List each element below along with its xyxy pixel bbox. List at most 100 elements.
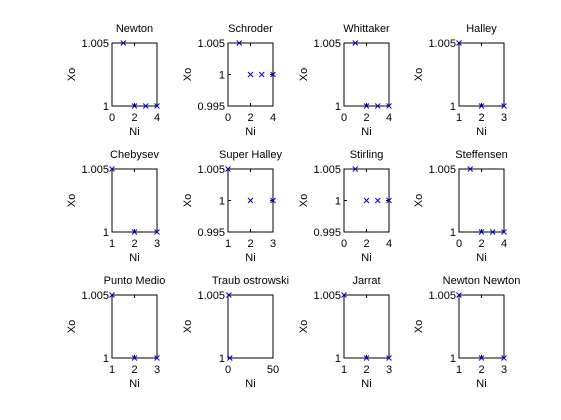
- x-axis-label: Ni: [245, 378, 255, 390]
- y-tick-label: 0.995: [197, 227, 225, 239]
- y-tick-label: 1.005: [81, 164, 109, 176]
- x-tick-label: 4: [270, 112, 276, 124]
- x-tick-label: 1: [341, 364, 347, 376]
- data-point: [247, 71, 254, 78]
- marker-stroke: [352, 166, 359, 172]
- subplot-2: Schroder 0 2 4 0.995 1 1.005 Ni Xo: [182, 23, 276, 138]
- x-tick-label: 4: [386, 238, 392, 250]
- y-axis-label: Xo: [298, 68, 310, 81]
- x-tick-label: 4: [501, 238, 507, 250]
- subplot-7: Stirling 0 2 4 0.995 1 1.005 Ni Xo: [298, 149, 392, 264]
- x-tick-label: 2: [131, 238, 137, 250]
- plot-area: [111, 42, 158, 107]
- plot-area: [343, 42, 390, 107]
- y-tick-label: 0.995: [197, 101, 225, 113]
- x-axis-label: Ni: [245, 252, 255, 264]
- data-point: [501, 229, 507, 235]
- y-tick-label: 1.005: [197, 164, 225, 176]
- data-point: [352, 166, 359, 172]
- x-tick-label: 2: [478, 364, 484, 376]
- y-tick-label: 1: [219, 353, 225, 365]
- y-axis-label: Xo: [182, 194, 194, 207]
- data-point: [120, 40, 127, 46]
- marker-stroke: [478, 229, 485, 235]
- subplot-title: Chebysev: [110, 149, 159, 161]
- y-tick-label: 1.005: [197, 38, 225, 50]
- y-axis-label: Xo: [298, 320, 310, 333]
- marker-stroke: [131, 355, 138, 361]
- data-point: [270, 197, 276, 204]
- x-tick-label: 4: [154, 112, 160, 124]
- y-tick-label: 1: [219, 70, 225, 82]
- data-point: [131, 355, 138, 361]
- marker-stroke: [352, 40, 359, 46]
- x-tick-label: 1: [109, 364, 115, 376]
- plot-area: [111, 294, 158, 359]
- data-point: [363, 197, 370, 204]
- marker-stroke: [131, 229, 138, 235]
- x-tick-label: 4: [386, 112, 392, 124]
- marker-stroke: [363, 355, 370, 361]
- marker-stroke: [456, 40, 462, 46]
- marker-stroke: [154, 355, 160, 361]
- x-axis-label: Ni: [361, 252, 371, 264]
- x-axis-label: Ni: [476, 252, 486, 264]
- x-tick-label: 3: [154, 364, 160, 376]
- x-tick-label: 2: [363, 364, 369, 376]
- data-point: [374, 103, 381, 109]
- x-tick-label: 2: [478, 238, 484, 250]
- y-axis-label: Xo: [413, 194, 425, 207]
- data-point: [226, 292, 232, 298]
- y-axis-label: Xo: [413, 68, 425, 81]
- x-tick-label: 0: [456, 238, 462, 250]
- x-tick-label: 2: [247, 238, 253, 250]
- marker-stroke: [154, 103, 160, 109]
- x-tick-label: 3: [501, 364, 507, 376]
- subplot-title: Traub ostrowski: [212, 275, 289, 287]
- subplot-1: Newton 0 2 4 1 1.005 Ni Xo: [66, 23, 160, 138]
- y-tick-label: 0.995: [313, 227, 341, 239]
- data-point: [363, 103, 370, 109]
- y-tick-label: 1.005: [313, 38, 341, 50]
- y-tick-label: 1.005: [81, 38, 109, 50]
- subplot-title: Whittaker: [343, 23, 390, 35]
- x-axis-label: Ni: [245, 126, 255, 138]
- data-point: [363, 355, 370, 361]
- y-tick-label: 1.005: [428, 164, 456, 176]
- subplot-8: Steffensen 0 2 4 1 1.005 Ni Xo: [413, 149, 508, 264]
- data-point: [386, 355, 392, 361]
- marker-stroke: [226, 292, 232, 298]
- subplot-10: Traub ostrowski 0 50 1 1.005 Ni Xo: [182, 275, 289, 390]
- marker-stroke: [120, 40, 127, 46]
- marker-stroke: [501, 229, 507, 235]
- data-point: [131, 229, 138, 235]
- subplot-title: Punto Medio: [104, 275, 166, 287]
- y-tick-label: 1.005: [81, 290, 109, 302]
- marker-stroke: [363, 103, 370, 109]
- subplot-title: Super Halley: [219, 149, 282, 161]
- marker-stroke: [478, 355, 485, 361]
- marker-stroke: [226, 355, 233, 361]
- x-tick-label: 1: [225, 238, 231, 250]
- plot-area: [458, 168, 505, 233]
- y-tick-label: 1: [450, 227, 456, 239]
- data-point: [456, 40, 462, 46]
- x-tick-label: 0: [341, 112, 347, 124]
- data-point: [489, 229, 496, 235]
- y-axis-label: Xo: [298, 194, 310, 207]
- marker-stroke: [142, 103, 149, 109]
- marker-stroke: [501, 355, 507, 361]
- y-tick-label: 1: [103, 227, 109, 239]
- x-tick-label: 1: [456, 112, 462, 124]
- data-point: [154, 355, 160, 361]
- marker-stroke: [489, 229, 496, 235]
- marker-stroke: [374, 197, 381, 204]
- data-point: [226, 355, 233, 361]
- data-point: [131, 103, 138, 109]
- data-point: [142, 103, 149, 109]
- data-point: [247, 197, 254, 204]
- marker-stroke: [154, 229, 160, 235]
- x-tick-label: 3: [154, 238, 160, 250]
- y-tick-label: 1.005: [428, 290, 456, 302]
